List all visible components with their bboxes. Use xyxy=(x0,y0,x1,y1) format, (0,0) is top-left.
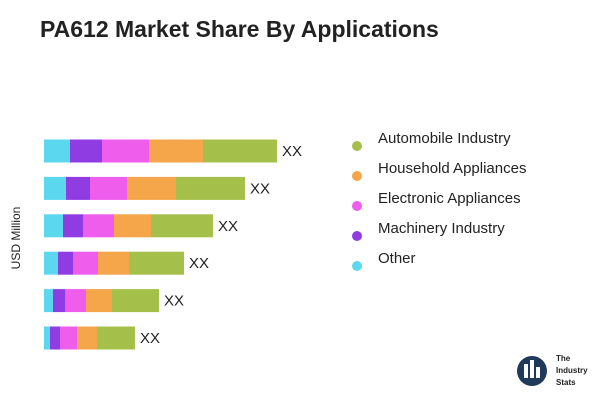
legend-marker xyxy=(352,261,362,271)
bar-segment xyxy=(151,214,213,238)
bar-segment xyxy=(127,176,176,200)
legend-label: Machinery Industry xyxy=(378,220,505,237)
legend-label: Household Appliances xyxy=(378,160,526,177)
bar-segment xyxy=(98,251,129,275)
bar-segment xyxy=(114,214,151,238)
logo-icon xyxy=(530,360,534,378)
logo-text: The xyxy=(556,354,571,363)
bar-segment xyxy=(73,251,98,275)
bar-label: XX xyxy=(218,218,238,235)
y-axis-label: USD Million xyxy=(9,207,23,270)
bar-segment xyxy=(86,289,112,313)
legend-marker xyxy=(352,171,362,181)
legend-label: Automobile Industry xyxy=(378,130,511,147)
legend-marker xyxy=(352,201,362,211)
bar-segment xyxy=(83,214,114,238)
logo-text: Industry xyxy=(556,366,588,375)
bar-label: XX xyxy=(189,255,209,272)
bar-label: XX xyxy=(164,293,184,310)
logo: The Industry Stats xyxy=(517,354,588,387)
bar-segment xyxy=(203,139,277,163)
legend-marker xyxy=(352,231,362,241)
bar-label: XX xyxy=(250,180,270,197)
bar-segment xyxy=(102,139,149,163)
bar-segment xyxy=(60,326,77,350)
bar-segment xyxy=(44,289,53,313)
bar-segment xyxy=(129,251,184,275)
legend-label: Other xyxy=(378,250,416,267)
bar-segment xyxy=(53,289,65,313)
bar-segment xyxy=(44,176,66,200)
bar-segment xyxy=(65,289,86,313)
bar-segment xyxy=(44,214,63,238)
logo-icon xyxy=(524,364,528,378)
bar-label: XX xyxy=(282,143,302,160)
legend-marker xyxy=(352,141,362,151)
bar-segment xyxy=(90,176,127,200)
bar-segment xyxy=(77,326,97,350)
bar-label: XX xyxy=(140,330,160,347)
bar-segment xyxy=(63,214,83,238)
bar-segment xyxy=(50,326,60,350)
chart-title: PA612 Market Share By Applications xyxy=(40,16,439,42)
bar-segment xyxy=(112,289,159,313)
bar-segment xyxy=(70,139,102,163)
bar-segment xyxy=(44,251,58,275)
logo-text: Stats xyxy=(556,378,576,387)
bar-segment xyxy=(176,176,245,200)
legend-label: Electronic Appliances xyxy=(378,190,521,207)
bar-segment xyxy=(149,139,203,163)
bar-segment xyxy=(58,251,73,275)
bar-segment xyxy=(66,176,90,200)
logo-icon xyxy=(536,367,540,378)
bar-segment xyxy=(44,139,70,163)
bar-segment xyxy=(97,326,135,350)
bar-segment xyxy=(44,326,50,350)
